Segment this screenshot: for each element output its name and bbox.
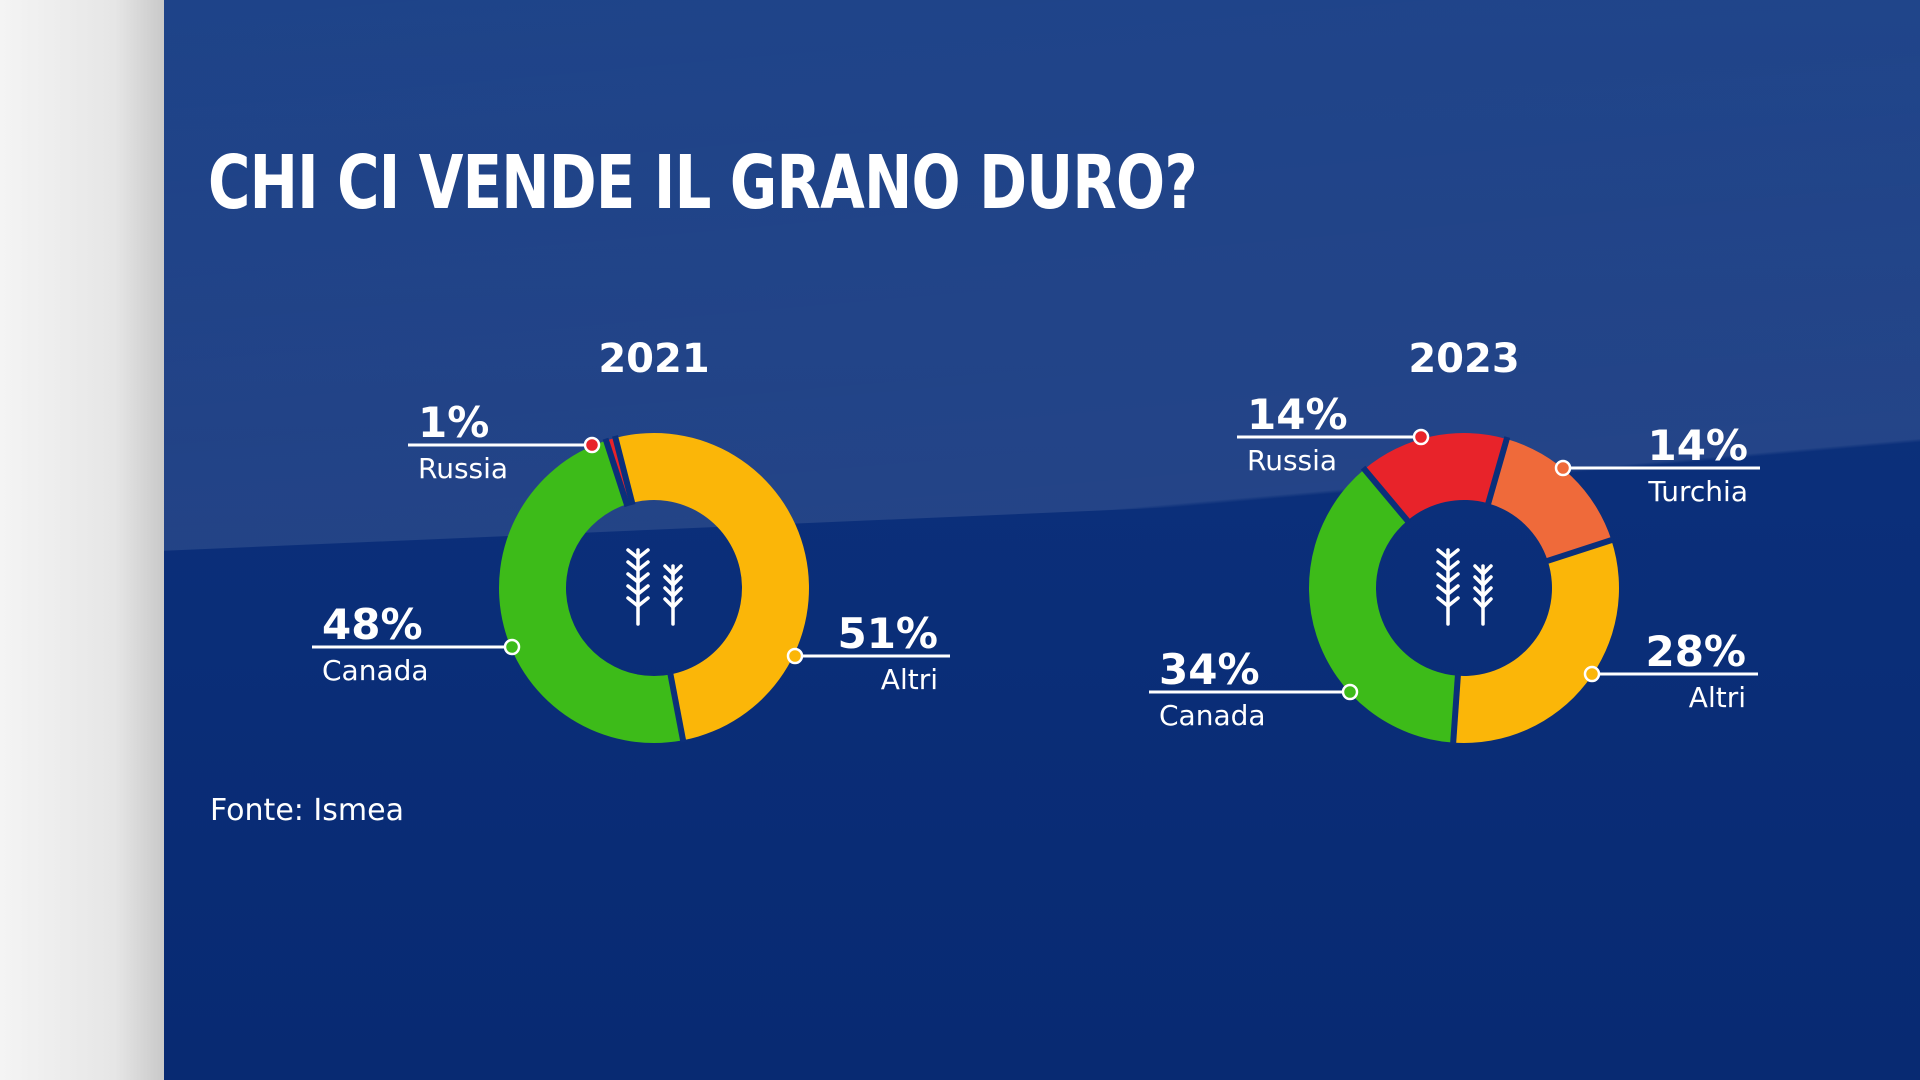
marker-russia-2021 (583, 436, 601, 454)
name-label-russia-2021: Russia (418, 452, 508, 485)
value-label-altri-2021: 51% (837, 609, 938, 658)
chart-title-2023: 2023 (1408, 336, 1519, 382)
main-panel (164, 0, 1920, 1080)
side-panel (0, 0, 164, 1080)
slice-separator (1450, 673, 1461, 745)
donut-chart-2023: 2023 14% Russia 14% Turchia 28% (1149, 336, 1760, 745)
callout-turchia-2023: 14% Turchia (1554, 421, 1760, 508)
slice-separator (667, 671, 687, 743)
value-label-russia-2021: 1% (418, 398, 489, 447)
slice-separator (1544, 536, 1615, 565)
donut-slices-2023 (1309, 433, 1619, 745)
callout-russia-2021: 1% Russia (408, 398, 601, 485)
slice-altri-2023 (1453, 540, 1619, 743)
slice-separator (1360, 465, 1412, 525)
callout-canada-2021: 48% Canada (312, 600, 521, 687)
slice-separator (612, 435, 636, 506)
value-label-canada-2021: 48% (322, 600, 423, 649)
marker-russia-2023 (1412, 428, 1430, 446)
name-label-canada-2023: Canada (1159, 699, 1266, 732)
callout-russia-2023: 14% Russia (1237, 390, 1430, 477)
chart-title-2021: 2021 (598, 336, 709, 382)
marker-altri-2023 (1583, 665, 1601, 683)
slice-turchia-2023 (1488, 439, 1612, 561)
donut-slices-2021 (498, 433, 809, 743)
name-label-turchia-2023: Turchia (1647, 475, 1748, 508)
callout-altri-2023: 28% Altri (1583, 627, 1758, 714)
callout-canada-2023: 34% Canada (1149, 645, 1359, 732)
marker-canada-2021 (503, 638, 521, 656)
name-label-canada-2021: Canada (322, 654, 429, 687)
slice-russia-2023 (1364, 433, 1507, 521)
wheat-icon (1436, 548, 1493, 626)
slice-canada-2021 (498, 440, 684, 743)
slice-altri-2021 (615, 433, 809, 741)
slice-separator (1484, 436, 1511, 507)
value-label-altri-2023: 28% (1645, 627, 1746, 676)
wheat-icon (626, 548, 683, 626)
name-label-russia-2023: Russia (1247, 444, 1337, 477)
value-label-turchia-2023: 14% (1647, 421, 1748, 470)
value-label-russia-2023: 14% (1247, 390, 1348, 439)
source-note: Fonte: Ismea (210, 793, 404, 828)
marker-canada-2023 (1341, 683, 1359, 701)
callout-altri-2021: 51% Altri (786, 609, 950, 696)
page-title: CHI CI VENDE IL GRANO DURO? (208, 140, 1198, 226)
value-label-canada-2023: 34% (1159, 645, 1260, 694)
donut-chart-2021: 2021 1% Russia 48% Canada 51% Al (312, 336, 950, 743)
slice-separator (602, 437, 631, 508)
name-label-altri-2021: Altri (881, 663, 938, 696)
name-label-altri-2023: Altri (1689, 681, 1746, 714)
marker-altri-2021 (786, 647, 804, 665)
slice-canada-2023 (1309, 469, 1458, 743)
marker-turchia-2023 (1554, 459, 1572, 477)
